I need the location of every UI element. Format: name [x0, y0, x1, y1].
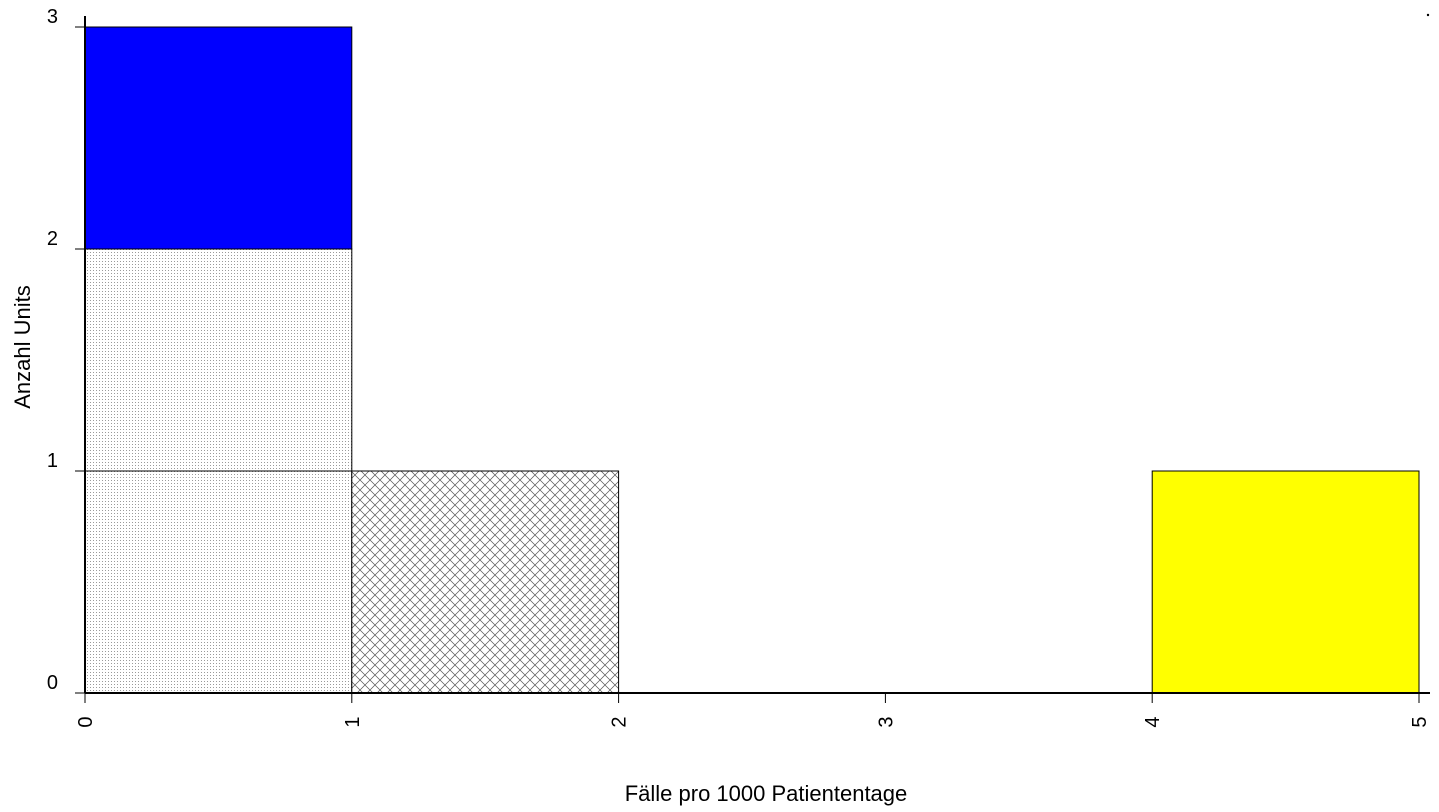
x-tick-label-4: 4	[1142, 716, 1164, 727]
x-tick-label-5: 5	[1409, 716, 1431, 727]
y-tick-label-3: 3	[47, 6, 58, 28]
x-axis-label: Fälle pro 1000 Patiententage	[625, 781, 908, 806]
axes-layer: 0 1 2 3 0 1 2 3 4 5	[47, 6, 1431, 728]
bar-segment-0-0	[84, 470, 353, 694]
bar-segment-2-0	[1151, 470, 1420, 694]
y-axis-label: Anzahl Units	[10, 285, 35, 409]
x-tick-label-2: 2	[609, 716, 631, 727]
stray-dot	[1426, 13, 1430, 17]
x-tick-label-1: 1	[342, 716, 364, 727]
y-tick-label-1: 1	[47, 450, 58, 472]
bar-segment-0-2	[84, 26, 353, 250]
y-tick-label-2: 2	[47, 228, 58, 250]
bars-layer	[84, 26, 1420, 694]
y-tick-label-0: 0	[47, 672, 58, 694]
bar-segment-0-1	[84, 248, 353, 472]
bar-segment-1-0	[351, 470, 620, 694]
x-tick-label-0: 0	[75, 716, 97, 727]
x-tick-label-3: 3	[875, 716, 897, 727]
